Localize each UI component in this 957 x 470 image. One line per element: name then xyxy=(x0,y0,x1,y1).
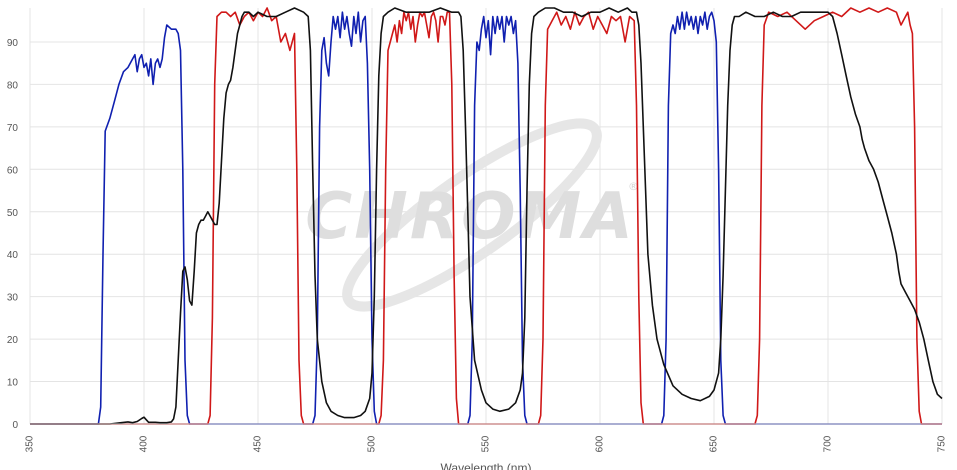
series-line-1 xyxy=(30,11,942,425)
y-tick-label: 80 xyxy=(7,80,19,91)
watermark-text: CHROMA xyxy=(305,180,634,254)
x-axis-ticks: 350 400 450 500 550 600 650 700 750 xyxy=(25,435,948,452)
x-tick-label: 600 xyxy=(595,435,606,452)
x-tick-label: 500 xyxy=(367,435,378,452)
x-axis-title: Wavelength (nm) xyxy=(441,461,532,470)
y-tick-label: 30 xyxy=(7,293,19,304)
y-tick-label: 10 xyxy=(7,378,19,389)
x-tick-label: 650 xyxy=(709,435,720,452)
x-tick-label: 450 xyxy=(253,435,264,452)
y-tick-label: 60 xyxy=(7,165,19,176)
y-tick-label: 50 xyxy=(7,208,19,219)
x-tick-label: 550 xyxy=(481,435,492,452)
x-tick-label: 350 xyxy=(25,435,36,452)
y-tick-label: 90 xyxy=(7,38,19,49)
y-tick-label: 40 xyxy=(7,250,19,261)
watermark-registered: ® xyxy=(628,180,639,193)
series-layer xyxy=(30,7,943,425)
x-tick-label: 700 xyxy=(823,435,834,452)
y-tick-label: 0 xyxy=(12,420,18,431)
y-tick-label: 70 xyxy=(7,123,19,134)
x-tick-label: 750 xyxy=(937,435,948,452)
x-tick-label: 400 xyxy=(139,435,150,452)
series-line-2 xyxy=(30,7,942,425)
y-tick-label: 20 xyxy=(7,335,19,346)
chroma-watermark: CHROMA ® xyxy=(305,118,639,312)
series-line-3 xyxy=(30,7,943,425)
y-axis-ticks: 0 10 20 30 40 50 60 70 80 90 xyxy=(7,38,19,431)
